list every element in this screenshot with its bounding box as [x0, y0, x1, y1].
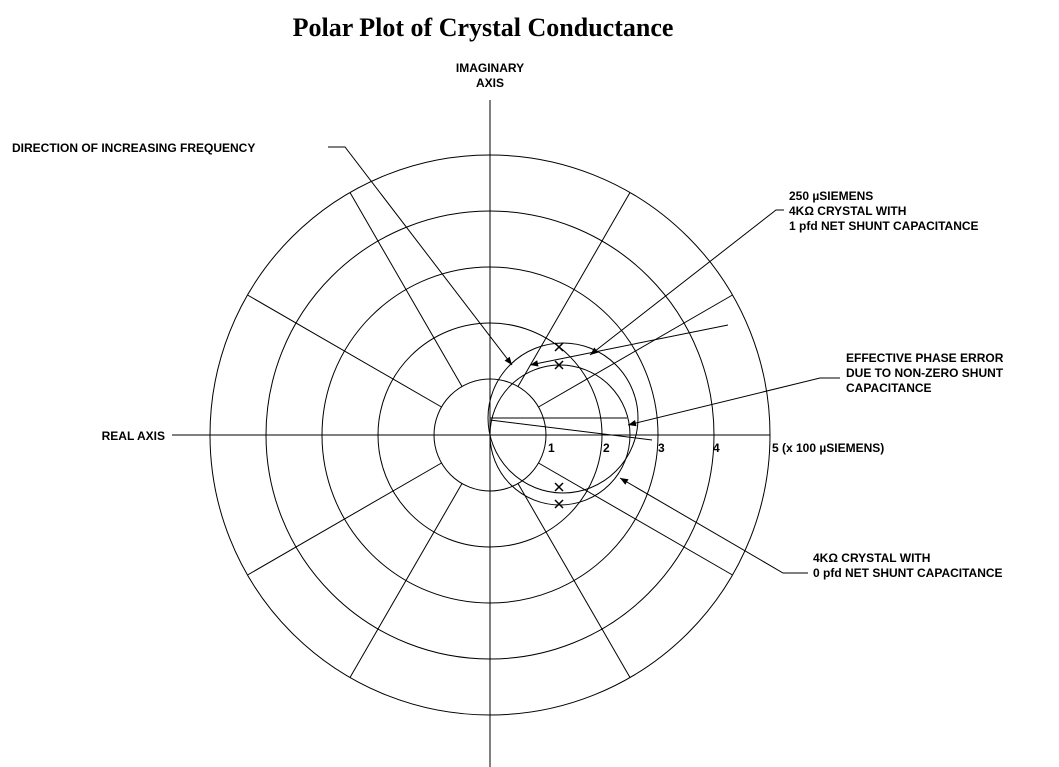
- grid-spoke: [517, 192, 631, 387]
- grid-spoke: [247, 462, 442, 576]
- scale-label: 3: [658, 441, 665, 455]
- annotation: 0 pfd NET SHUNT CAPACITANCE: [813, 566, 1003, 580]
- axis-label: IMAGINARY: [456, 61, 524, 75]
- leader: [328, 146, 513, 366]
- phase-line: [489, 419, 653, 441]
- leader: [589, 209, 784, 356]
- axis-label: AXIS: [476, 76, 504, 90]
- annotation: EFFECTIVE PHASE ERROR: [846, 351, 1004, 365]
- grid-spoke: [538, 294, 733, 408]
- scale-label: 5 (x 100 µSIEMENS): [772, 441, 884, 455]
- annotation: 1 pfd NET SHUNT CAPACITANCE: [789, 219, 979, 233]
- scale-label: 1: [548, 441, 555, 455]
- grid-spoke: [538, 462, 733, 576]
- annotation: 4KΩ CRYSTAL WITH: [813, 551, 930, 565]
- axis-label: REAL AXIS: [102, 429, 165, 443]
- grid-spoke: [517, 483, 631, 678]
- grid-spoke: [349, 192, 463, 387]
- annotation: 4KΩ CRYSTAL WITH: [789, 204, 906, 218]
- annotation: DIRECTION OF INCREASING FREQUENCY: [12, 141, 255, 155]
- leader: [619, 477, 808, 574]
- grid-spoke: [247, 294, 442, 408]
- leader: [529, 324, 729, 367]
- frequency-markers: [554, 342, 564, 509]
- annotation: 250 µSIEMENS: [789, 189, 873, 203]
- annotation: CAPACITANCE: [846, 381, 932, 395]
- annotation: DUE TO NON-ZERO SHUNT: [846, 366, 1004, 380]
- leader: [627, 377, 840, 427]
- title: Polar Plot of Crystal Conductance: [293, 13, 674, 42]
- scale-label: 2: [603, 441, 610, 455]
- scale-label: 4: [713, 441, 720, 455]
- grid-spoke: [349, 483, 463, 678]
